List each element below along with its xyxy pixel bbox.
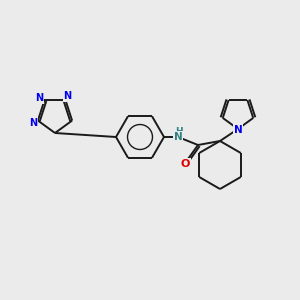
Text: O: O — [180, 159, 190, 169]
Text: N: N — [29, 118, 37, 128]
Text: N: N — [64, 92, 72, 101]
Text: N: N — [174, 132, 182, 142]
Text: N: N — [234, 125, 242, 135]
Text: N: N — [35, 93, 44, 103]
Text: H: H — [175, 128, 183, 136]
